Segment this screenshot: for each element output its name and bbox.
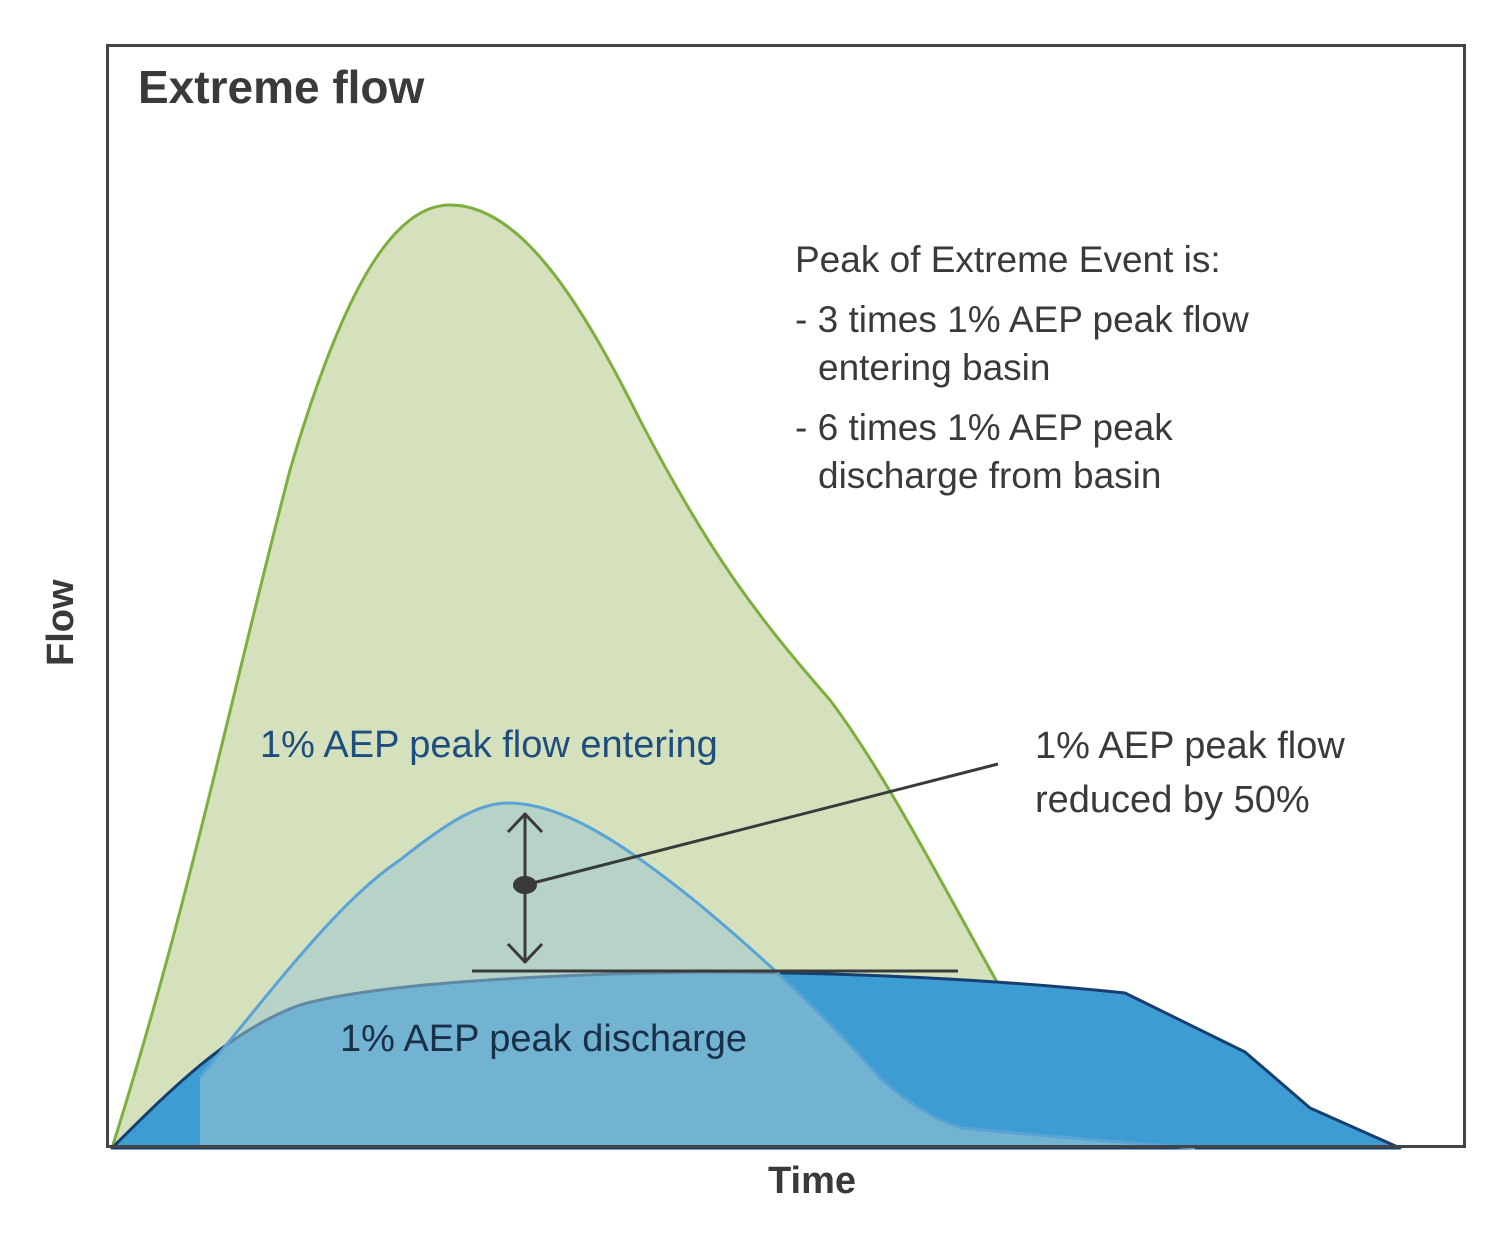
arrow-head-top (506, 812, 544, 834)
callout-leader-line (524, 762, 999, 887)
note-item-1-cont: entering basin (818, 347, 1051, 389)
note-item-2: - 6 times 1% AEP peak (795, 407, 1173, 449)
entering-flow-area (200, 803, 1195, 1148)
extreme-event-note: Peak of Extreme Event is: - 3 times 1% A… (795, 236, 1249, 500)
discharge-label: 1% AEP peak discharge (340, 1018, 748, 1060)
callout-dot (513, 876, 537, 894)
reduced-flow-callout: 1% AEP peak flow reduced by 50% (1035, 720, 1345, 828)
entering-flow-label: 1% AEP peak flow entering (260, 724, 718, 766)
chart-title: Extreme flow (138, 61, 425, 113)
reduced-line-1: 1% AEP peak flow (1035, 725, 1345, 767)
y-axis-label: Flow (40, 579, 82, 666)
note-heading: Peak of Extreme Event is: (795, 239, 1221, 280)
reduced-line-2: reduced by 50% (1035, 778, 1310, 821)
note-item-1: - 3 times 1% AEP peak flow (795, 299, 1249, 341)
x-axis-label: Time (768, 1160, 857, 1202)
entering-flow-outline (198, 801, 1196, 1150)
note-item-2-cont: discharge from basin (818, 455, 1162, 497)
chart-frame (106, 44, 1466, 1148)
arrow-head-bottom (506, 942, 544, 964)
